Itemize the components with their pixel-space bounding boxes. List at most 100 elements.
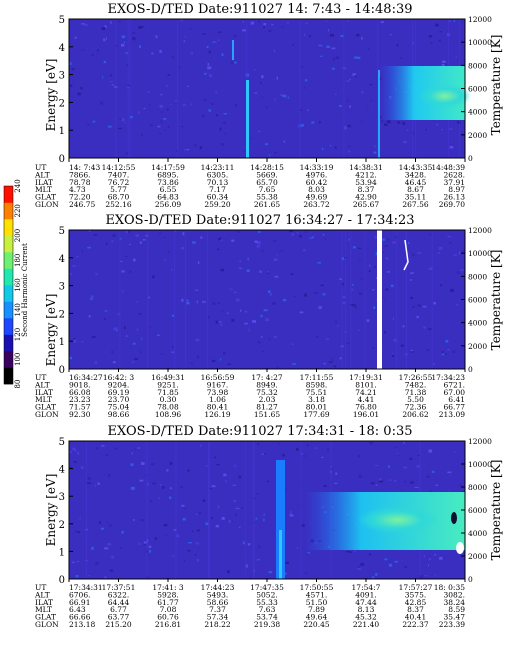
texture-speck <box>409 279 413 281</box>
texture-speck <box>322 293 326 296</box>
y-tick-label: 5 <box>59 437 65 448</box>
texture-speck <box>311 121 315 124</box>
texture-speck <box>433 302 436 305</box>
texture-speck <box>423 326 426 329</box>
texture-speck <box>225 480 227 483</box>
colorbar-frame <box>3 185 14 385</box>
panel-3-streak-a <box>276 460 285 579</box>
info-cell: 108.96 <box>155 410 181 419</box>
texture-speck <box>78 518 81 520</box>
texture-speck <box>246 269 250 272</box>
texture-speck <box>104 547 109 550</box>
panel-1: EXOS-D/TED Date:911027 14: 7:43 - 14:48:… <box>34 2 503 209</box>
texture-speck <box>389 479 392 481</box>
info-cell: 7.89 <box>308 605 325 614</box>
texture-speck <box>143 107 146 110</box>
texture-speck <box>360 564 362 567</box>
colorbar-swatch <box>4 301 13 319</box>
texture-speck <box>253 69 257 71</box>
y2-tick-label: 6000 <box>468 85 487 94</box>
colorbar-swatch <box>4 285 13 302</box>
y2-tick-label: 4000 <box>468 108 487 117</box>
info-cell: 215.20 <box>105 620 131 629</box>
texture-speck <box>205 522 209 526</box>
info-cell: 213.18 <box>69 620 95 629</box>
texture-speck <box>328 361 333 363</box>
y2-tick-label: 10000 <box>468 460 492 469</box>
texture-column <box>85 441 87 579</box>
info-cell: 42.90 <box>355 193 377 202</box>
texture-speck <box>218 237 222 241</box>
info-cell: 17:47:35 <box>250 583 284 592</box>
info-cell: 57.34 <box>207 613 229 622</box>
texture-column <box>396 230 398 369</box>
texture-speck <box>256 559 260 561</box>
panel-3-ylabel-right: Temperature [K] <box>489 460 503 561</box>
texture-speck <box>263 23 267 26</box>
info-row-label: UT <box>35 583 46 592</box>
info-cell: 38.24 <box>444 598 466 607</box>
texture-speck <box>347 124 351 128</box>
texture-speck <box>235 507 240 509</box>
panel-3: EXOS-D/TED Date:911027 17:34:31 - 18: 0:… <box>34 424 503 629</box>
texture-speck <box>169 103 172 105</box>
texture-speck <box>292 44 294 46</box>
panel-3-info-table: UTALTILATMLTGLATGLON17:34:316706.66.916.… <box>34 578 466 629</box>
info-cell: 51.50 <box>306 598 328 607</box>
texture-speck <box>296 547 299 550</box>
info-cell: 47.44 <box>355 598 377 607</box>
colorbar-tick-label: 240 <box>14 179 22 192</box>
texture-speck <box>335 472 338 475</box>
texture-speck <box>192 241 196 244</box>
texture-speck <box>126 152 128 155</box>
texture-speck <box>317 261 321 264</box>
info-cell: 5.50 <box>407 395 424 404</box>
texture-speck <box>194 553 197 556</box>
info-cell: 6305. <box>207 170 228 179</box>
texture-speck <box>175 100 177 102</box>
texture-column <box>147 230 149 369</box>
texture-speck <box>211 485 216 488</box>
texture-speck <box>217 505 220 509</box>
texture-speck <box>69 450 72 453</box>
texture-speck <box>111 84 115 86</box>
texture-speck <box>247 257 249 261</box>
texture-speck <box>71 561 75 563</box>
info-cell: 7407. <box>108 170 129 179</box>
texture-speck <box>71 68 75 71</box>
info-cell: 6721. <box>444 380 465 389</box>
texture-speck <box>456 304 458 306</box>
info-cell: 218.22 <box>204 620 230 629</box>
texture-speck <box>449 146 454 149</box>
texture-speck <box>265 318 270 322</box>
texture-speck <box>369 264 371 268</box>
texture-speck <box>175 534 180 538</box>
texture-speck <box>236 298 240 302</box>
texture-column <box>115 19 117 158</box>
colorbar-tick-label: 180 <box>14 254 22 267</box>
info-cell: 66.77 <box>444 403 466 412</box>
texture-speck <box>160 353 164 355</box>
texture-speck <box>180 126 184 128</box>
texture-speck <box>291 343 294 345</box>
info-cell: 8.37 <box>358 185 375 194</box>
texture-speck <box>224 132 226 135</box>
texture-speck <box>134 358 138 360</box>
texture-speck <box>454 451 456 454</box>
texture-speck <box>233 61 237 64</box>
y-tick-label: 0 <box>59 575 65 586</box>
texture-speck <box>359 258 361 261</box>
texture-speck <box>406 129 409 131</box>
texture-speck <box>412 253 415 256</box>
info-cell: 5928. <box>157 590 178 599</box>
texture-speck <box>416 315 419 319</box>
y2-tick-label: 0 <box>468 154 473 163</box>
info-cell: 206.62 <box>402 410 428 419</box>
texture-speck <box>296 232 299 234</box>
texture-speck <box>346 551 350 553</box>
texture-speck <box>159 50 162 53</box>
info-cell: 6.41 <box>448 395 465 404</box>
y2-tick-label: 2000 <box>468 342 487 351</box>
texture-speck <box>137 447 141 449</box>
texture-speck <box>346 20 349 22</box>
